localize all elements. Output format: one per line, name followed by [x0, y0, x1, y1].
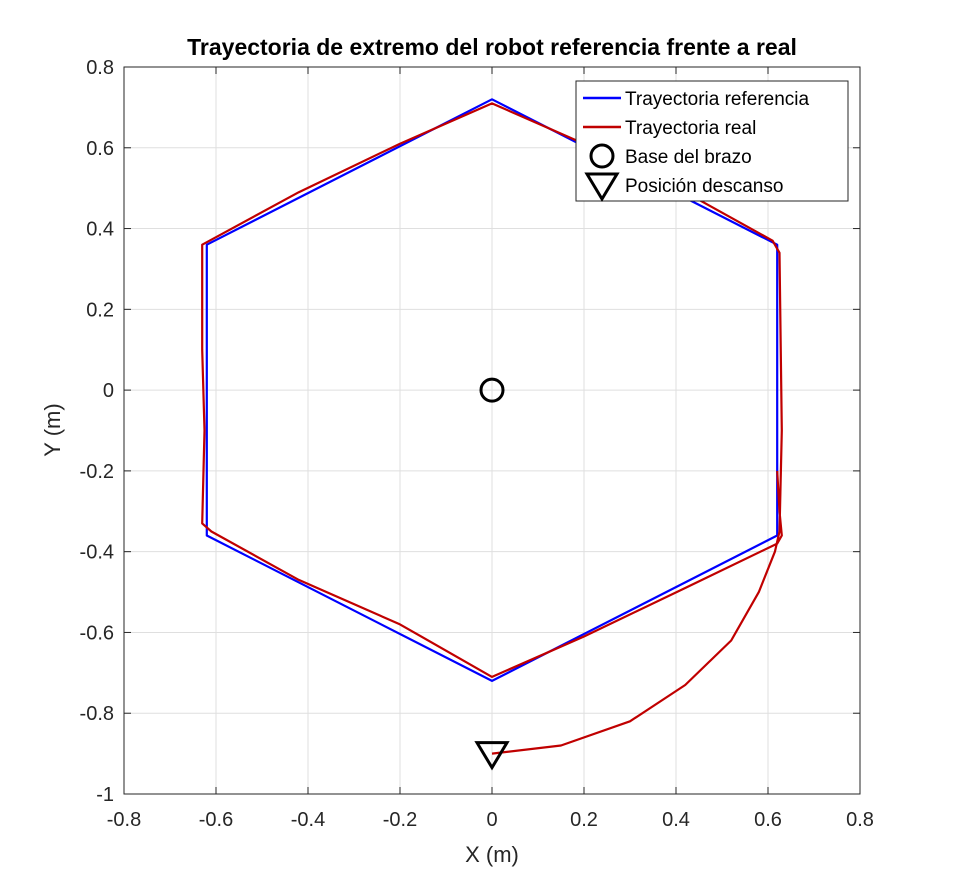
chart-title: Trayectoria de extremo del robot referen… [187, 34, 797, 60]
x-tick-label: 0.2 [570, 809, 598, 831]
x-tick-label: -0.6 [199, 809, 233, 831]
x-tick-label: 0.4 [662, 809, 690, 831]
x-tick-label: 0.8 [846, 809, 874, 831]
legend-box [575, 80, 849, 202]
legend-entry-label: Posición descanso [625, 176, 783, 197]
legend: Trayectoria referencia Trayectoria real Ba… [575, 80, 849, 202]
x-tick-label: -0.8 [107, 809, 141, 831]
y-axis-label: Y (m) [40, 403, 65, 456]
y-tick-label: 0.2 [86, 299, 114, 321]
legend-entry-label: Trayectoria referencia [625, 89, 810, 110]
y-tick-label: 0 [103, 380, 114, 402]
x-tick-label: 0 [486, 809, 497, 831]
y-tick-label: 0.4 [86, 219, 114, 241]
y-tick-label: -0.6 [80, 622, 114, 644]
y-tick-label: 0.8 [86, 57, 114, 79]
y-tick-label: -0.2 [80, 461, 114, 483]
marker-triangle-down [474, 741, 510, 771]
legend-swatch-triangle [584, 172, 620, 202]
legend-entry-label: Trayectoria real [625, 118, 756, 139]
legend-entry-label: Base del brazo [625, 147, 752, 168]
y-tick-label: -0.4 [80, 542, 114, 564]
marker-circle [479, 377, 505, 403]
series-line-0 [205, 98, 779, 683]
legend-swatch-circle [589, 143, 615, 169]
y-tick-label: -0.8 [80, 703, 114, 725]
x-tick-label: -0.2 [383, 809, 417, 831]
y-tick-label: 0.6 [86, 138, 114, 160]
axis-ticks: -0.8 -0.6 -0.4 -0.2 0 0.2 0.4 0.6 0.8 -1 -0.8 -0.6 -… [80, 57, 874, 831]
x-axis-label: X (m) [465, 842, 519, 867]
x-tick-label: -0.4 [291, 809, 325, 831]
series-line-1 [201, 102, 783, 755]
series-layer [201, 98, 783, 771]
x-tick-label: 0.6 [754, 809, 782, 831]
y-tick-label: -1 [96, 784, 114, 806]
